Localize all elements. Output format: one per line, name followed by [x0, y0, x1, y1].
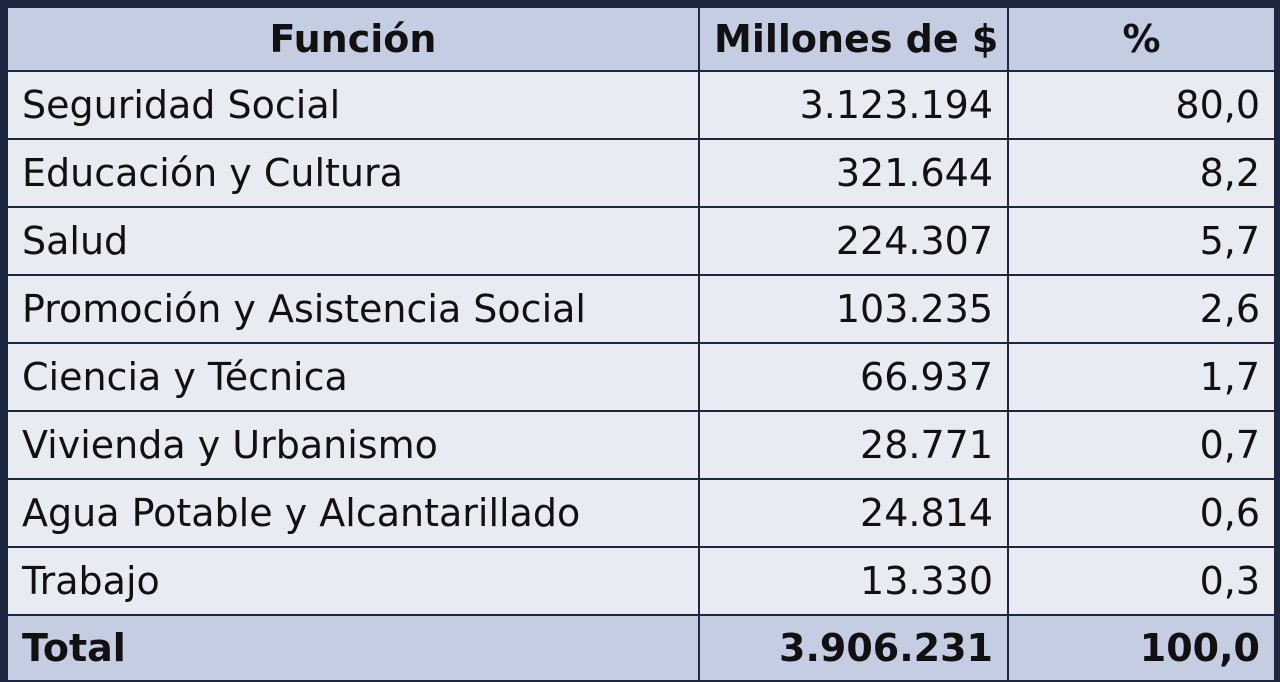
cell-funcion: Educación y Cultura	[6, 138, 700, 208]
cell-percent: 0,6	[1007, 478, 1276, 548]
header-row: Función Millones de $ %	[6, 6, 1276, 72]
cell-funcion: Trabajo	[6, 546, 700, 616]
cell-funcion: Ciencia y Técnica	[6, 342, 700, 412]
total-label: Total	[6, 614, 700, 682]
data-table: Función Millones de $ % Seguridad Social…	[6, 6, 1276, 682]
cell-millones: 24.814	[698, 478, 1009, 548]
table-header: Función Millones de $ %	[6, 6, 1276, 72]
cell-millones: 224.307	[698, 206, 1009, 276]
cell-millones: 66.937	[698, 342, 1009, 412]
cell-millones: 13.330	[698, 546, 1009, 616]
table-row: Agua Potable y Alcantarillado 24.814 0,6	[6, 478, 1276, 548]
total-millones: 3.906.231	[698, 614, 1009, 682]
column-header-funcion: Función	[6, 6, 700, 72]
cell-percent: 1,7	[1007, 342, 1276, 412]
cell-funcion: Seguridad Social	[6, 70, 700, 140]
total-row: Total 3.906.231 100,0	[6, 614, 1276, 682]
cell-millones: 3.123.194	[698, 70, 1009, 140]
cell-percent: 80,0	[1007, 70, 1276, 140]
table-body: Seguridad Social 3.123.194 80,0 Educació…	[6, 70, 1276, 616]
cell-millones: 28.771	[698, 410, 1009, 480]
table-row: Trabajo 13.330 0,3	[6, 546, 1276, 616]
cell-percent: 8,2	[1007, 138, 1276, 208]
table-row: Seguridad Social 3.123.194 80,0	[6, 70, 1276, 140]
table-row: Educación y Cultura 321.644 8,2	[6, 138, 1276, 208]
table-footer: Total 3.906.231 100,0	[6, 614, 1276, 682]
cell-funcion: Salud	[6, 206, 700, 276]
cell-percent: 2,6	[1007, 274, 1276, 344]
cell-percent: 0,7	[1007, 410, 1276, 480]
cell-funcion: Agua Potable y Alcantarillado	[6, 478, 700, 548]
cell-percent: 0,3	[1007, 546, 1276, 616]
table-row: Promoción y Asistencia Social 103.235 2,…	[6, 274, 1276, 344]
cell-millones: 103.235	[698, 274, 1009, 344]
table-row: Ciencia y Técnica 66.937 1,7	[6, 342, 1276, 412]
cell-funcion: Promoción y Asistencia Social	[6, 274, 700, 344]
column-header-millones: Millones de $	[698, 6, 1009, 72]
total-percent: 100,0	[1007, 614, 1276, 682]
column-header-percent: %	[1007, 6, 1276, 72]
cell-percent: 5,7	[1007, 206, 1276, 276]
table-row: Salud 224.307 5,7	[6, 206, 1276, 276]
cell-funcion: Vivienda y Urbanismo	[6, 410, 700, 480]
cell-millones: 321.644	[698, 138, 1009, 208]
table-row: Vivienda y Urbanismo 28.771 0,7	[6, 410, 1276, 480]
